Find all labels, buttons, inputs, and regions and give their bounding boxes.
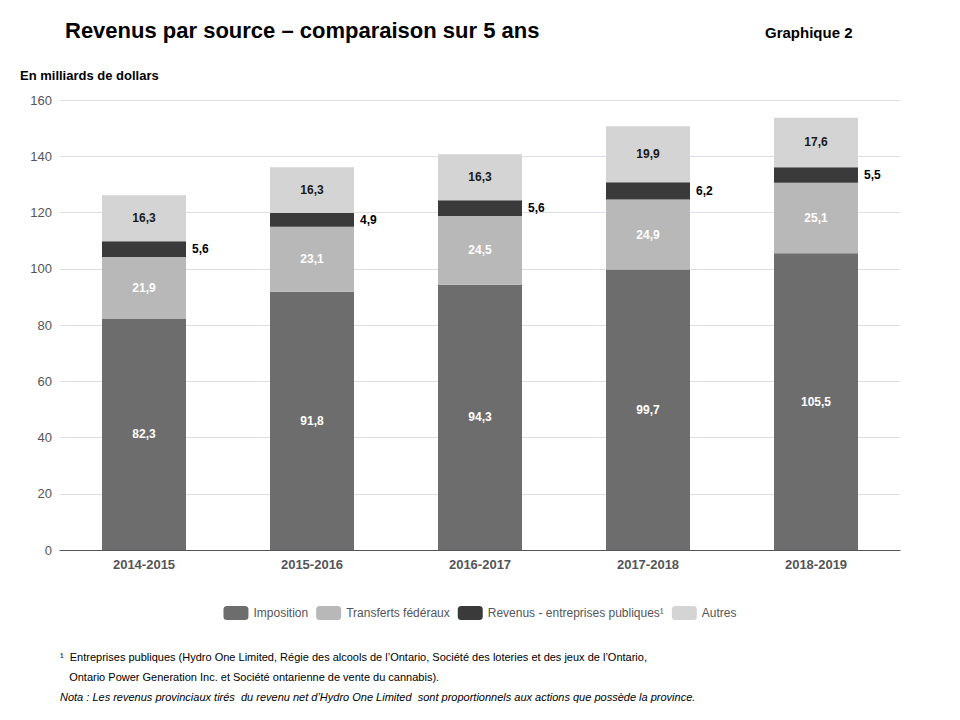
- svg-text:20: 20: [38, 486, 52, 501]
- svg-text:24,9: 24,9: [636, 228, 660, 242]
- svg-text:Autres: Autres: [702, 606, 737, 620]
- svg-text:16,3: 16,3: [132, 211, 156, 225]
- svg-text:99,7: 99,7: [636, 403, 660, 417]
- svg-text:6,2: 6,2: [696, 184, 713, 198]
- svg-text:40: 40: [38, 430, 52, 445]
- svg-text:2016-2017: 2016-2017: [449, 557, 511, 572]
- svg-text:2015-2016: 2015-2016: [281, 557, 343, 572]
- svg-text:Revenus par source – comparais: Revenus par source – comparaison sur 5 a…: [65, 18, 539, 43]
- svg-text:23,1: 23,1: [300, 252, 324, 266]
- svg-text:2018-2019: 2018-2019: [785, 557, 847, 572]
- svg-text:17,6: 17,6: [804, 135, 828, 149]
- svg-text:16,3: 16,3: [468, 170, 492, 184]
- svg-text:160: 160: [30, 93, 52, 108]
- svg-text:5,6: 5,6: [528, 201, 545, 215]
- svg-text:5,6: 5,6: [192, 242, 209, 256]
- svg-text:91,8: 91,8: [300, 414, 324, 428]
- svg-text:105,5: 105,5: [801, 395, 831, 409]
- svg-text:Imposition: Imposition: [253, 606, 308, 620]
- svg-text:16,3: 16,3: [300, 183, 324, 197]
- svg-text:2014-2015: 2014-2015: [113, 557, 175, 572]
- svg-text:¹ Entreprises publiques (Hydr: ¹ Entreprises publiques (Hydro One Limit…: [60, 651, 647, 663]
- svg-text:Nota : Les revenus provinciaux: Nota : Les revenus provinciaux tirés du …: [60, 691, 695, 703]
- svg-text:25,1: 25,1: [804, 211, 828, 225]
- svg-text:2017-2018: 2017-2018: [617, 557, 679, 572]
- svg-text:21,9: 21,9: [132, 281, 156, 295]
- svg-text:60: 60: [38, 374, 52, 389]
- svg-text:19,9: 19,9: [636, 147, 660, 161]
- svg-text:140: 140: [30, 149, 52, 164]
- svg-text:4,9: 4,9: [360, 213, 377, 227]
- svg-text:0: 0: [45, 543, 52, 558]
- svg-text:120: 120: [30, 205, 52, 220]
- svg-text:94,3: 94,3: [468, 410, 492, 424]
- svg-text:80: 80: [38, 318, 52, 333]
- svg-text:En milliards de dollars: En milliards de dollars: [20, 68, 159, 83]
- svg-text:100: 100: [30, 261, 52, 276]
- svg-text:24,5: 24,5: [468, 243, 492, 257]
- svg-text:Transferts fédéraux: Transferts fédéraux: [346, 606, 450, 620]
- svg-text:Graphique 2: Graphique 2: [765, 24, 853, 41]
- svg-text:82,3: 82,3: [132, 427, 156, 441]
- svg-text:Ontario Power Generation Inc.: Ontario Power Generation Inc. et Société…: [60, 671, 439, 683]
- svg-text:5,5: 5,5: [864, 168, 881, 182]
- svg-text:Revenus - entreprises publique: Revenus - entreprises publiques¹: [488, 606, 664, 620]
